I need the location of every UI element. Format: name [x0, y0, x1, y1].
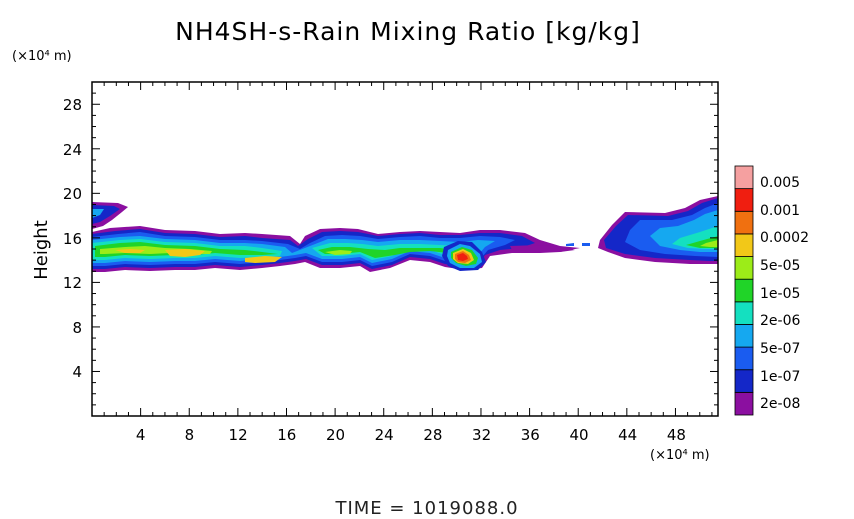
colorbar-label: 1e-07	[760, 369, 800, 385]
y-axis-unit: (×10⁴ m)	[12, 49, 72, 64]
x-tick-label: 8	[185, 426, 195, 444]
x-tick-label: 12	[229, 426, 248, 444]
colorbar-swatch	[734, 324, 754, 348]
y-tick-label: 28	[63, 96, 82, 114]
y-tick-label: 12	[63, 274, 82, 292]
y-tick-label: 16	[63, 230, 82, 248]
colorbar-swatch	[734, 165, 754, 190]
x-tick-label: 32	[472, 426, 491, 444]
y-tick-label: 8	[72, 319, 82, 337]
colorbar-swatch	[734, 210, 754, 235]
x-tick-label: 24	[375, 426, 394, 444]
x-tick-label: 28	[423, 426, 442, 444]
y-tick-label: 24	[63, 141, 82, 159]
colorbar	[734, 165, 754, 416]
chart-title: NH4SH-s-Rain Mixing Ratio [kg/kg]	[175, 17, 641, 46]
colorbar-labels: 0.005 0.001 0.0002 5e-05 1e-05 2e-06 5e-…	[760, 175, 809, 412]
y-tick-label: 20	[63, 185, 82, 203]
contour-core-mid	[245, 256, 282, 263]
colorbar-label: 2e-08	[760, 396, 800, 412]
colorbar-swatch	[734, 369, 754, 393]
colorbar-swatch	[734, 233, 754, 257]
x-tick-label: 20	[326, 426, 345, 444]
x-tick-label: 40	[569, 426, 588, 444]
contour-core-yellow	[165, 249, 205, 257]
x-tick-label: 44	[618, 426, 637, 444]
contour-field	[92, 196, 718, 272]
y-axis-label: Height	[31, 220, 52, 280]
x-axis-unit: (×10⁴ m)	[650, 448, 710, 463]
colorbar-label: 5e-07	[760, 341, 800, 357]
contour-wisp-2	[566, 243, 574, 246]
contour-core-left	[115, 249, 145, 253]
contour-mid-yellow-green	[325, 250, 352, 255]
colorbar-label: 0.0002	[760, 230, 809, 246]
colorbar-label: 5e-05	[760, 258, 800, 274]
colorbar-label: 2e-06	[760, 313, 800, 329]
x-tick-label: 4	[136, 426, 146, 444]
colorbar-swatch	[734, 256, 754, 280]
contour-wisp-1	[510, 245, 575, 252]
x-tick-label: 36	[521, 426, 540, 444]
colorbar-swatch	[734, 188, 754, 212]
colorbar-swatch	[734, 301, 754, 325]
axis-ticks	[92, 82, 718, 416]
contour-peak-red	[457, 253, 468, 261]
x-tick-labels: 4 8 12 16 20 24 28 32 36 40 44 48	[136, 426, 686, 444]
colorbar-swatch	[734, 346, 754, 371]
colorbar-swatch	[734, 391, 754, 416]
y-tick-label: 4	[72, 363, 82, 381]
y-tick-labels: 4 8 12 16 20 24 28	[63, 96, 82, 381]
colorbar-label: 1e-05	[760, 286, 800, 302]
x-tick-label: 16	[277, 426, 296, 444]
time-label: TIME = 1019088.0	[334, 498, 518, 519]
contour-mid-green	[318, 247, 462, 258]
contour-right-yellow-green	[700, 240, 718, 247]
colorbar-swatch	[734, 278, 754, 303]
x-tick-label: 48	[667, 426, 686, 444]
contour-wisp-3	[582, 243, 590, 246]
colorbar-label: 0.005	[760, 175, 800, 191]
colorbar-label: 0.001	[760, 203, 800, 219]
